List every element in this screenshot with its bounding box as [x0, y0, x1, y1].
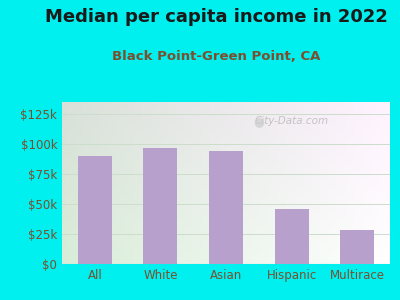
Bar: [274, 209, 309, 264]
Text: ●: ●: [253, 115, 264, 128]
Text: City-Data.com: City-Data.com: [254, 116, 329, 126]
Bar: [209, 151, 243, 264]
Bar: [143, 148, 178, 264]
Text: Black Point-Green Point, CA: Black Point-Green Point, CA: [112, 50, 320, 62]
Bar: [340, 230, 374, 264]
Bar: [78, 156, 112, 264]
Text: Median per capita income in 2022: Median per capita income in 2022: [44, 8, 388, 26]
